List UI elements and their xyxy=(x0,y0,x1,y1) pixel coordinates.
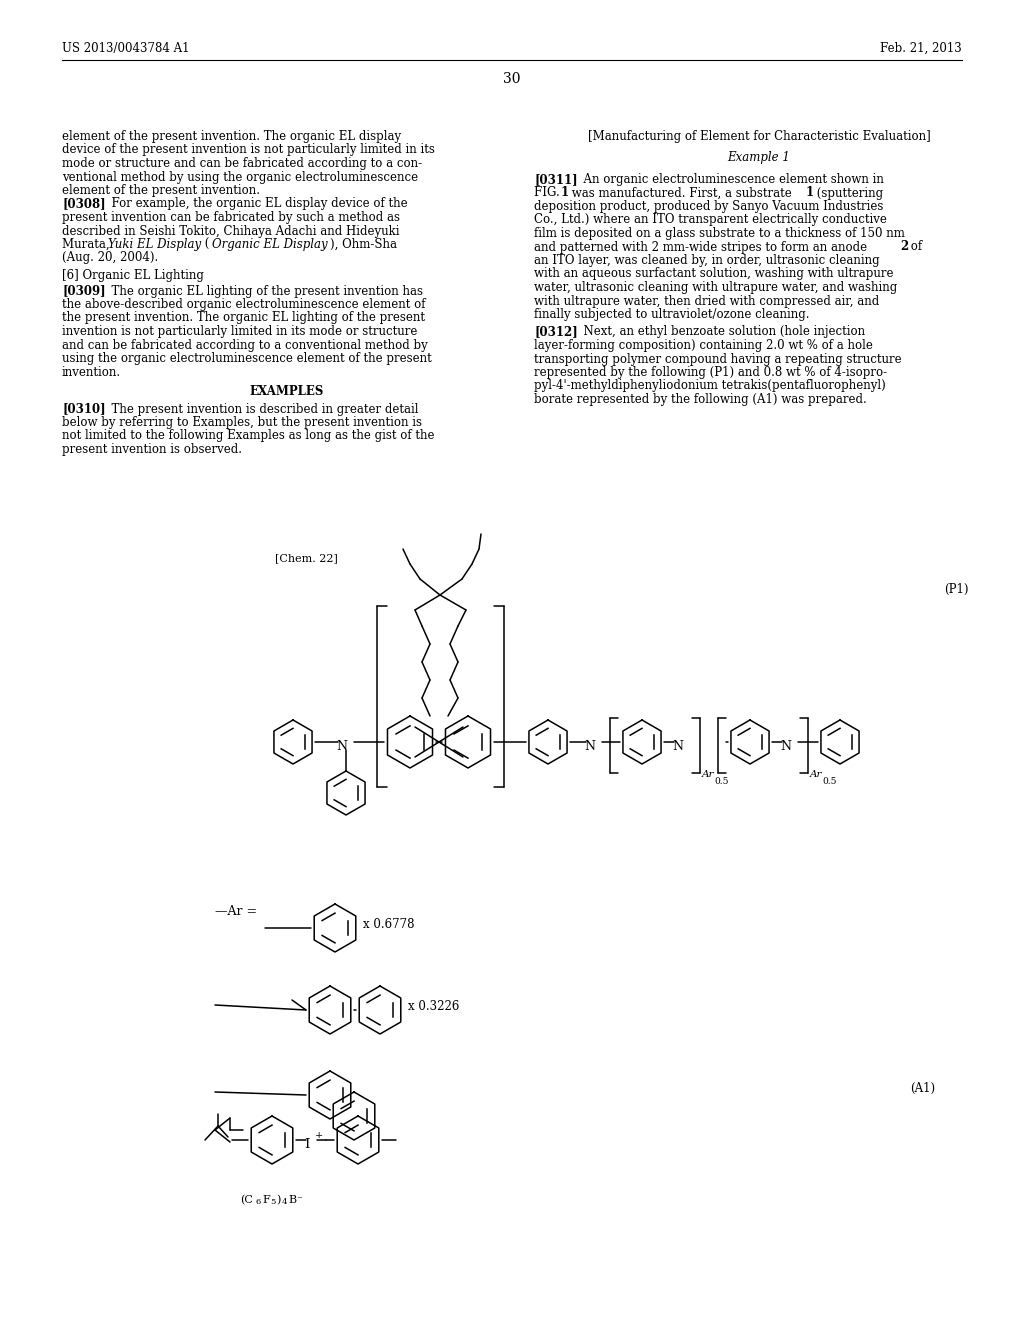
Text: finally subjected to ultraviolet/ozone cleaning.: finally subjected to ultraviolet/ozone c… xyxy=(534,308,810,321)
Text: Yuki EL Display: Yuki EL Display xyxy=(108,238,201,251)
Text: present invention can be fabricated by such a method as: present invention can be fabricated by s… xyxy=(62,211,400,224)
Text: ventional method by using the organic electroluminescence: ventional method by using the organic el… xyxy=(62,170,418,183)
Text: N: N xyxy=(585,741,596,754)
Text: film is deposited on a glass substrate to a thickness of 150 nm: film is deposited on a glass substrate t… xyxy=(534,227,905,240)
Text: +: + xyxy=(315,1131,324,1140)
Text: of: of xyxy=(907,240,923,253)
Text: (C: (C xyxy=(240,1195,253,1205)
Text: The present invention is described in greater detail: The present invention is described in gr… xyxy=(104,403,419,416)
Text: Ar: Ar xyxy=(810,770,822,779)
Text: [6] Organic EL Lighting: [6] Organic EL Lighting xyxy=(62,269,204,282)
Text: [0311]: [0311] xyxy=(534,173,578,186)
Text: N: N xyxy=(780,741,792,754)
Text: For example, the organic EL display device of the: For example, the organic EL display devi… xyxy=(104,198,408,210)
Text: (A1): (A1) xyxy=(910,1082,935,1096)
Text: 6: 6 xyxy=(256,1199,261,1206)
Text: an ITO layer, was cleaned by, in order, ultrasonic cleaning: an ITO layer, was cleaned by, in order, … xyxy=(534,253,880,267)
Text: pyl-4'-methyldiphenyliodonium tetrakis(pentafluorophenyl): pyl-4'-methyldiphenyliodonium tetrakis(p… xyxy=(534,380,886,392)
Text: 2: 2 xyxy=(900,240,908,253)
Text: N: N xyxy=(673,741,683,754)
Text: (Aug. 20, 2004).: (Aug. 20, 2004). xyxy=(62,252,159,264)
Text: described in Seishi Tokito, Chihaya Adachi and Hideyuki: described in Seishi Tokito, Chihaya Adac… xyxy=(62,224,399,238)
Text: 4: 4 xyxy=(282,1199,288,1206)
Text: layer-forming composition) containing 2.0 wt % of a hole: layer-forming composition) containing 2.… xyxy=(534,339,872,352)
Text: 1: 1 xyxy=(806,186,814,199)
Text: invention is not particularly limited in its mode or structure: invention is not particularly limited in… xyxy=(62,325,418,338)
Text: using the organic electroluminescence element of the present: using the organic electroluminescence el… xyxy=(62,352,432,366)
Text: water, ultrasonic cleaning with ultrapure water, and washing: water, ultrasonic cleaning with ultrapur… xyxy=(534,281,897,294)
Text: the above-described organic electroluminescence element of: the above-described organic electrolumin… xyxy=(62,298,426,312)
Text: mode or structure and can be fabricated according to a con-: mode or structure and can be fabricated … xyxy=(62,157,422,170)
Text: (sputtering: (sputtering xyxy=(813,186,883,199)
Text: transporting polymer compound having a repeating structure: transporting polymer compound having a r… xyxy=(534,352,901,366)
Text: (: ( xyxy=(201,238,209,251)
Text: 30: 30 xyxy=(503,73,521,86)
Text: 0.5: 0.5 xyxy=(822,777,837,785)
Text: and patterned with 2 mm-wide stripes to form an anode: and patterned with 2 mm-wide stripes to … xyxy=(534,240,870,253)
Text: Next, an ethyl benzoate solution (hole injection: Next, an ethyl benzoate solution (hole i… xyxy=(575,326,865,338)
Text: device of the present invention is not particularly limited in its: device of the present invention is not p… xyxy=(62,144,435,157)
Text: [0312]: [0312] xyxy=(534,326,578,338)
Text: invention.: invention. xyxy=(62,366,121,379)
Text: deposition product, produced by Sanyo Vacuum Industries: deposition product, produced by Sanyo Va… xyxy=(534,201,884,213)
Text: I: I xyxy=(304,1138,309,1151)
Text: the present invention. The organic EL lighting of the present: the present invention. The organic EL li… xyxy=(62,312,425,325)
Text: (P1): (P1) xyxy=(944,583,969,597)
Text: element of the present invention.: element of the present invention. xyxy=(62,183,260,197)
Text: ), Ohm-Sha: ), Ohm-Sha xyxy=(330,238,397,251)
Text: Murata,: Murata, xyxy=(62,238,114,251)
Text: Feb. 21, 2013: Feb. 21, 2013 xyxy=(881,42,962,55)
Text: was manufactured. First, a substrate: was manufactured. First, a substrate xyxy=(568,186,796,199)
Text: [Chem. 22]: [Chem. 22] xyxy=(275,553,338,564)
Text: FIG.: FIG. xyxy=(534,186,563,199)
Text: below by referring to Examples, but the present invention is: below by referring to Examples, but the … xyxy=(62,416,422,429)
Text: and can be fabricated according to a conventional method by: and can be fabricated according to a con… xyxy=(62,338,428,351)
Text: 0.5: 0.5 xyxy=(714,777,728,785)
Text: [0310]: [0310] xyxy=(62,403,105,416)
Text: Organic EL Display: Organic EL Display xyxy=(212,238,328,251)
Text: ): ) xyxy=(276,1195,281,1205)
Text: present invention is observed.: present invention is observed. xyxy=(62,444,242,455)
Text: Co., Ltd.) where an ITO transparent electrically conductive: Co., Ltd.) where an ITO transparent elec… xyxy=(534,214,887,227)
Text: [0309]: [0309] xyxy=(62,285,105,297)
Text: represented by the following (P1) and 0.8 wt % of 4-isopro-: represented by the following (P1) and 0.… xyxy=(534,366,887,379)
Text: Example 1: Example 1 xyxy=(728,152,791,165)
Text: [Manufacturing of Element for Characteristic Evaluation]: [Manufacturing of Element for Characteri… xyxy=(588,129,931,143)
Text: with an aqueous surfactant solution, washing with ultrapure: with an aqueous surfactant solution, was… xyxy=(534,268,894,281)
Text: EXAMPLES: EXAMPLES xyxy=(250,385,325,399)
Text: N: N xyxy=(337,741,347,754)
Text: element of the present invention. The organic EL display: element of the present invention. The or… xyxy=(62,129,401,143)
Text: B: B xyxy=(288,1195,296,1205)
Text: borate represented by the following (A1) was prepared.: borate represented by the following (A1)… xyxy=(534,393,866,407)
Text: The organic EL lighting of the present invention has: The organic EL lighting of the present i… xyxy=(104,285,423,297)
Text: 5: 5 xyxy=(270,1199,275,1206)
Text: ⁻: ⁻ xyxy=(296,1195,302,1205)
Text: with ultrapure water, then dried with compressed air, and: with ultrapure water, then dried with co… xyxy=(534,294,880,308)
Text: An organic electroluminescence element shown in: An organic electroluminescence element s… xyxy=(575,173,884,186)
Text: 1: 1 xyxy=(561,186,569,199)
Text: US 2013/0043784 A1: US 2013/0043784 A1 xyxy=(62,42,189,55)
Text: Ar: Ar xyxy=(702,770,715,779)
Text: not limited to the following Examples as long as the gist of the: not limited to the following Examples as… xyxy=(62,429,434,442)
Text: —Ar =: —Ar = xyxy=(215,906,257,917)
Text: x 0.6778: x 0.6778 xyxy=(362,917,415,931)
Text: x 0.3226: x 0.3226 xyxy=(408,1001,460,1012)
Text: F: F xyxy=(262,1195,269,1205)
Text: [0308]: [0308] xyxy=(62,198,105,210)
